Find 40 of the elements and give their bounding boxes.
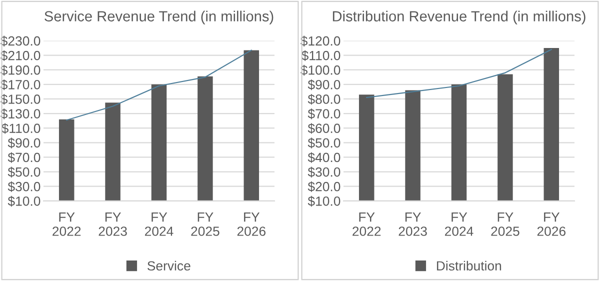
legend-label: Distribution xyxy=(436,260,502,271)
legend-label: Service xyxy=(148,260,190,271)
y-tick-label: $10.0 xyxy=(8,196,40,207)
chart-title: Distribution Revenue Trend (in millions) xyxy=(332,10,586,24)
y-tick-label: $60.0 xyxy=(308,123,340,134)
line-series xyxy=(366,48,552,98)
x-tick-label: FY 2025 xyxy=(491,212,520,236)
y-tick-label: $50.0 xyxy=(308,138,340,148)
y-tick-label: $80.0 xyxy=(308,94,340,105)
y-tick-label: $50.0 xyxy=(8,166,40,178)
line-series xyxy=(66,50,252,121)
y-tick-label: $230.0 xyxy=(0,36,40,46)
y-tick-label: $20.0 xyxy=(308,181,340,192)
y-tick-label: $150.0 xyxy=(0,94,40,105)
y-tick-label: $40.0 xyxy=(308,152,340,163)
y-tick-label: $110.0 xyxy=(1,123,40,134)
y-tick-label: $90.0 xyxy=(308,79,340,90)
y-tick-label: $190.0 xyxy=(0,64,40,76)
y-tick-label: $130.0 xyxy=(0,108,40,120)
x-tick-label: FY 2025 xyxy=(191,212,220,236)
x-tick-label: FY 2024 xyxy=(144,212,174,236)
y-tick-label: $90.0 xyxy=(8,138,40,148)
y-tick-label: $30.0 xyxy=(8,181,40,192)
x-tick-label: FY 2026 xyxy=(537,212,566,236)
y-tick-label: $10.0 xyxy=(308,196,340,207)
y-tick-label: $170.0 xyxy=(0,79,40,90)
y-tick-label: $110.0 xyxy=(301,50,340,61)
x-tick-label: FY 2022 xyxy=(352,212,381,236)
y-tick-label: $120.0 xyxy=(300,36,340,46)
x-tick-label: FY 2024 xyxy=(444,212,474,236)
y-tick-label: $100.0 xyxy=(300,64,340,76)
x-tick-label: FY 2023 xyxy=(98,212,127,236)
chart-title: Service Revenue Trend (in millions) xyxy=(44,10,274,24)
y-tick-label: $210.0 xyxy=(0,50,40,61)
x-tick-label: FY 2022 xyxy=(52,212,81,236)
x-tick-label: FY 2023 xyxy=(398,212,427,236)
y-tick-label: $70.0 xyxy=(8,152,40,163)
x-tick-label: FY 2026 xyxy=(237,212,266,236)
y-tick-label: $70.0 xyxy=(308,108,340,120)
y-tick-label: $30.0 xyxy=(308,166,340,178)
